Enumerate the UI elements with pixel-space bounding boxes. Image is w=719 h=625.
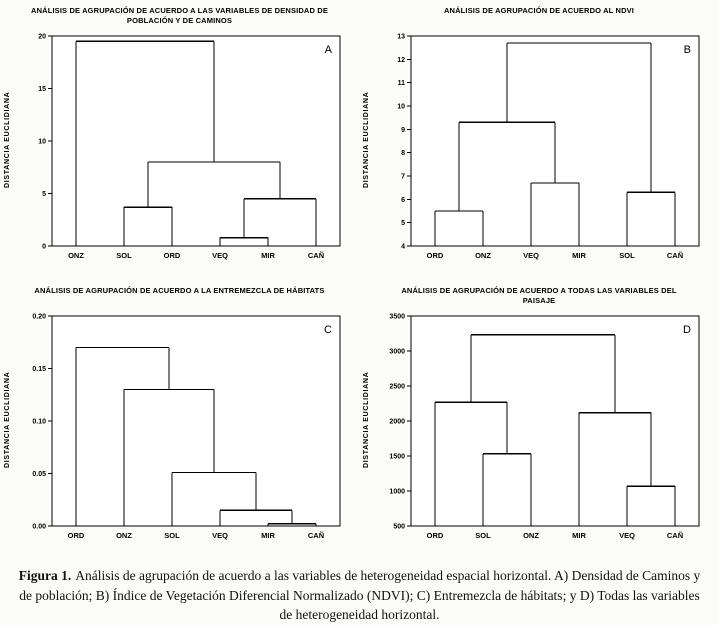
svg-text:VEQ: VEQ bbox=[619, 531, 635, 540]
svg-text:MIR: MIR bbox=[572, 251, 586, 260]
svg-text:7: 7 bbox=[401, 174, 405, 181]
svg-text:11: 11 bbox=[398, 80, 406, 87]
svg-text:ONZ: ONZ bbox=[68, 251, 84, 260]
svg-text:0.05: 0.05 bbox=[32, 471, 46, 478]
svg-text:2000: 2000 bbox=[389, 419, 405, 426]
panel-c-dendrogram: 0.00 0.05 0.10 0.15 0.20 ORD ONZ SOL VEQ MIR CAÑ C bbox=[32, 314, 341, 540]
svg-text:VEQ: VEQ bbox=[212, 531, 228, 540]
svg-text:CAÑ: CAÑ bbox=[667, 251, 683, 260]
svg-text:MIR: MIR bbox=[572, 531, 586, 540]
figure-caption-text: Análisis de agrupación de acuerdo a las … bbox=[19, 568, 701, 623]
svg-text:B: B bbox=[684, 44, 691, 56]
panels-grid: ANÁLISIS DE AGRUPACIÓN DE ACUERDO A LAS … bbox=[0, 0, 719, 560]
svg-text:MIR: MIR bbox=[261, 251, 275, 260]
svg-text:ONZ: ONZ bbox=[116, 531, 132, 540]
svg-text:CAÑ: CAÑ bbox=[667, 531, 683, 540]
panel-a: ANÁLISIS DE AGRUPACIÓN DE ACUERDO A LAS … bbox=[0, 0, 359, 280]
svg-text:2500: 2500 bbox=[389, 384, 405, 391]
svg-text:CAÑ: CAÑ bbox=[308, 251, 324, 260]
panel-b-dendrogram: 4 5 6 7 8 9 10 11 12 13 ORD ONZ VEQ MIR SOL CAÑ B bbox=[397, 34, 700, 260]
panel-d-dendrogram: 500 1000 1500 2000 2500 3000 3500 ORD SOL ONZ MIR V… bbox=[389, 314, 700, 540]
svg-text:VEQ: VEQ bbox=[212, 251, 228, 260]
svg-text:SOL: SOL bbox=[475, 531, 491, 540]
svg-text:10: 10 bbox=[38, 139, 46, 146]
panel-d: ANÁLISIS DE AGRUPACIÓN DE ACUERDO A TODA… bbox=[359, 280, 719, 560]
figure-caption: Figura 1. Análisis de agrupación de acuer… bbox=[0, 564, 719, 625]
svg-text:ORD: ORD bbox=[427, 251, 444, 260]
svg-text:ORD: ORD bbox=[68, 531, 85, 540]
svg-text:ONZ: ONZ bbox=[475, 251, 491, 260]
svg-text:1500: 1500 bbox=[389, 454, 405, 461]
svg-text:SOL: SOL bbox=[116, 251, 132, 260]
svg-text:10: 10 bbox=[397, 104, 405, 111]
svg-text:6: 6 bbox=[401, 197, 405, 204]
svg-text:ORD: ORD bbox=[164, 251, 181, 260]
svg-text:SOL: SOL bbox=[164, 531, 180, 540]
svg-text:1000: 1000 bbox=[389, 489, 405, 496]
svg-text:VEQ: VEQ bbox=[523, 251, 539, 260]
svg-text:C: C bbox=[324, 324, 332, 336]
svg-text:20: 20 bbox=[38, 34, 46, 41]
panel-a-title: ANÁLISIS DE AGRUPACIÓN DE ACUERDO A LAS … bbox=[31, 6, 328, 26]
svg-text:MIR: MIR bbox=[261, 531, 275, 540]
svg-text:4: 4 bbox=[401, 244, 405, 251]
panel-d-title: ANÁLISIS DE AGRUPACIÓN DE ACUERDO A TODA… bbox=[401, 286, 677, 306]
svg-text:0.00: 0.00 bbox=[32, 524, 46, 531]
svg-text:0.20: 0.20 bbox=[32, 314, 46, 321]
svg-text:ORD: ORD bbox=[427, 531, 444, 540]
svg-text:A: A bbox=[325, 44, 333, 56]
svg-text:9: 9 bbox=[401, 127, 405, 134]
svg-text:500: 500 bbox=[393, 524, 405, 531]
panel-b: ANÁLISIS DE AGRUPACIÓN DE ACUERDO AL NDV… bbox=[359, 0, 719, 280]
svg-text:CAÑ: CAÑ bbox=[308, 531, 324, 540]
panel-c: ANÁLISIS DE AGRUPACIÓN DE ACUERDO A LA E… bbox=[0, 280, 359, 560]
svg-text:5: 5 bbox=[42, 191, 46, 198]
panel-b-title: ANÁLISIS DE AGRUPACIÓN DE ACUERDO AL NDV… bbox=[443, 6, 635, 15]
svg-text:15: 15 bbox=[38, 86, 46, 93]
svg-text:3000: 3000 bbox=[389, 349, 405, 356]
svg-text:13: 13 bbox=[397, 34, 405, 41]
svg-text:3500: 3500 bbox=[389, 314, 405, 321]
svg-text:0.15: 0.15 bbox=[32, 366, 46, 373]
svg-text:0: 0 bbox=[42, 244, 46, 251]
figure-caption-label: Figura 1. bbox=[18, 568, 72, 583]
svg-text:8: 8 bbox=[401, 150, 405, 157]
svg-text:SOL: SOL bbox=[619, 251, 635, 260]
svg-text:ONZ: ONZ bbox=[523, 531, 539, 540]
svg-text:5: 5 bbox=[401, 220, 405, 227]
svg-text:D: D bbox=[683, 324, 691, 336]
panel-c-title: ANÁLISIS DE AGRUPACIÓN DE ACUERDO A LA E… bbox=[34, 286, 325, 295]
svg-text:0.10: 0.10 bbox=[32, 419, 46, 426]
svg-text:12: 12 bbox=[397, 57, 405, 64]
panel-a-dendrogram: 0 5 10 15 20 ONZ SOL ORD VEQ MIR CAÑ A bbox=[38, 34, 341, 260]
